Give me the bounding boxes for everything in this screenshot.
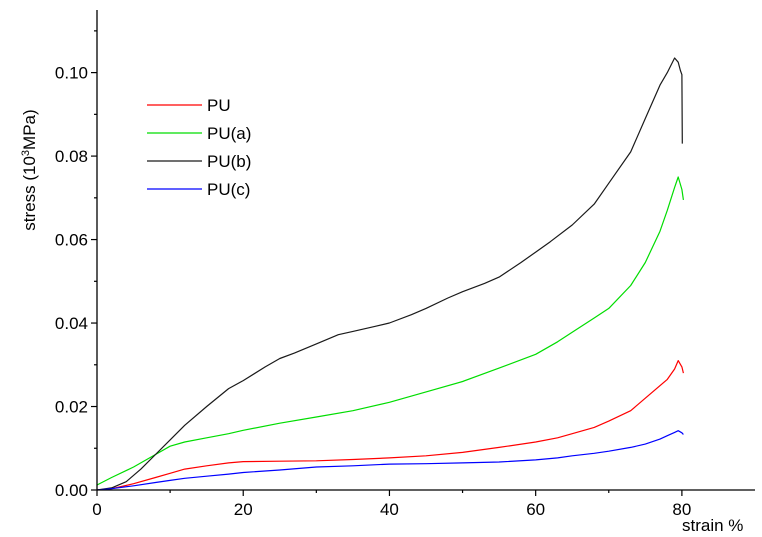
- series-layer: [96, 57, 684, 491]
- series-line-pu-b: [96, 57, 683, 491]
- x-axis-title: strain %: [682, 516, 743, 535]
- legend-label-pu-b: PU(b): [207, 152, 251, 171]
- x-tick-label: 20: [234, 500, 253, 519]
- y-axis-title-main: stress (10: [20, 156, 39, 231]
- y-tick-label: 0.00: [55, 481, 88, 500]
- series-line-pu-c: [96, 430, 684, 491]
- series-line-pu: [96, 360, 684, 491]
- x-tick-label: 80: [672, 500, 691, 519]
- x-tick-label: 40: [380, 500, 399, 519]
- y-tick-label: 0.10: [55, 64, 88, 83]
- y-tick-label: 0.06: [55, 231, 88, 250]
- legend: PU PU(a) PU(b) PU(c): [147, 96, 251, 199]
- plot-area: [96, 57, 684, 491]
- y-axis-title-end: MPa): [20, 109, 39, 150]
- y-axis-title: stress (103MPa): [20, 109, 39, 230]
- y-tick-label: 0.02: [55, 398, 88, 417]
- y-tick-label: 0.04: [55, 314, 88, 333]
- y-axis-title-superscript: 3: [20, 150, 32, 156]
- x-tick-label: 60: [526, 500, 545, 519]
- legend-label-pu-a: PU(a): [207, 124, 251, 143]
- x-tick-label: 0: [92, 500, 101, 519]
- y-axis-ticks: 0.00 0.02 0.04 0.06 0.08 0.10: [55, 30, 97, 500]
- y-tick-label: 0.08: [55, 147, 88, 166]
- series-line-pu-a: [96, 176, 684, 486]
- legend-label-pu: PU: [207, 96, 231, 115]
- x-axis-ticks: 0 20 40 60 80: [92, 490, 691, 519]
- legend-label-pu-c: PU(c): [207, 180, 250, 199]
